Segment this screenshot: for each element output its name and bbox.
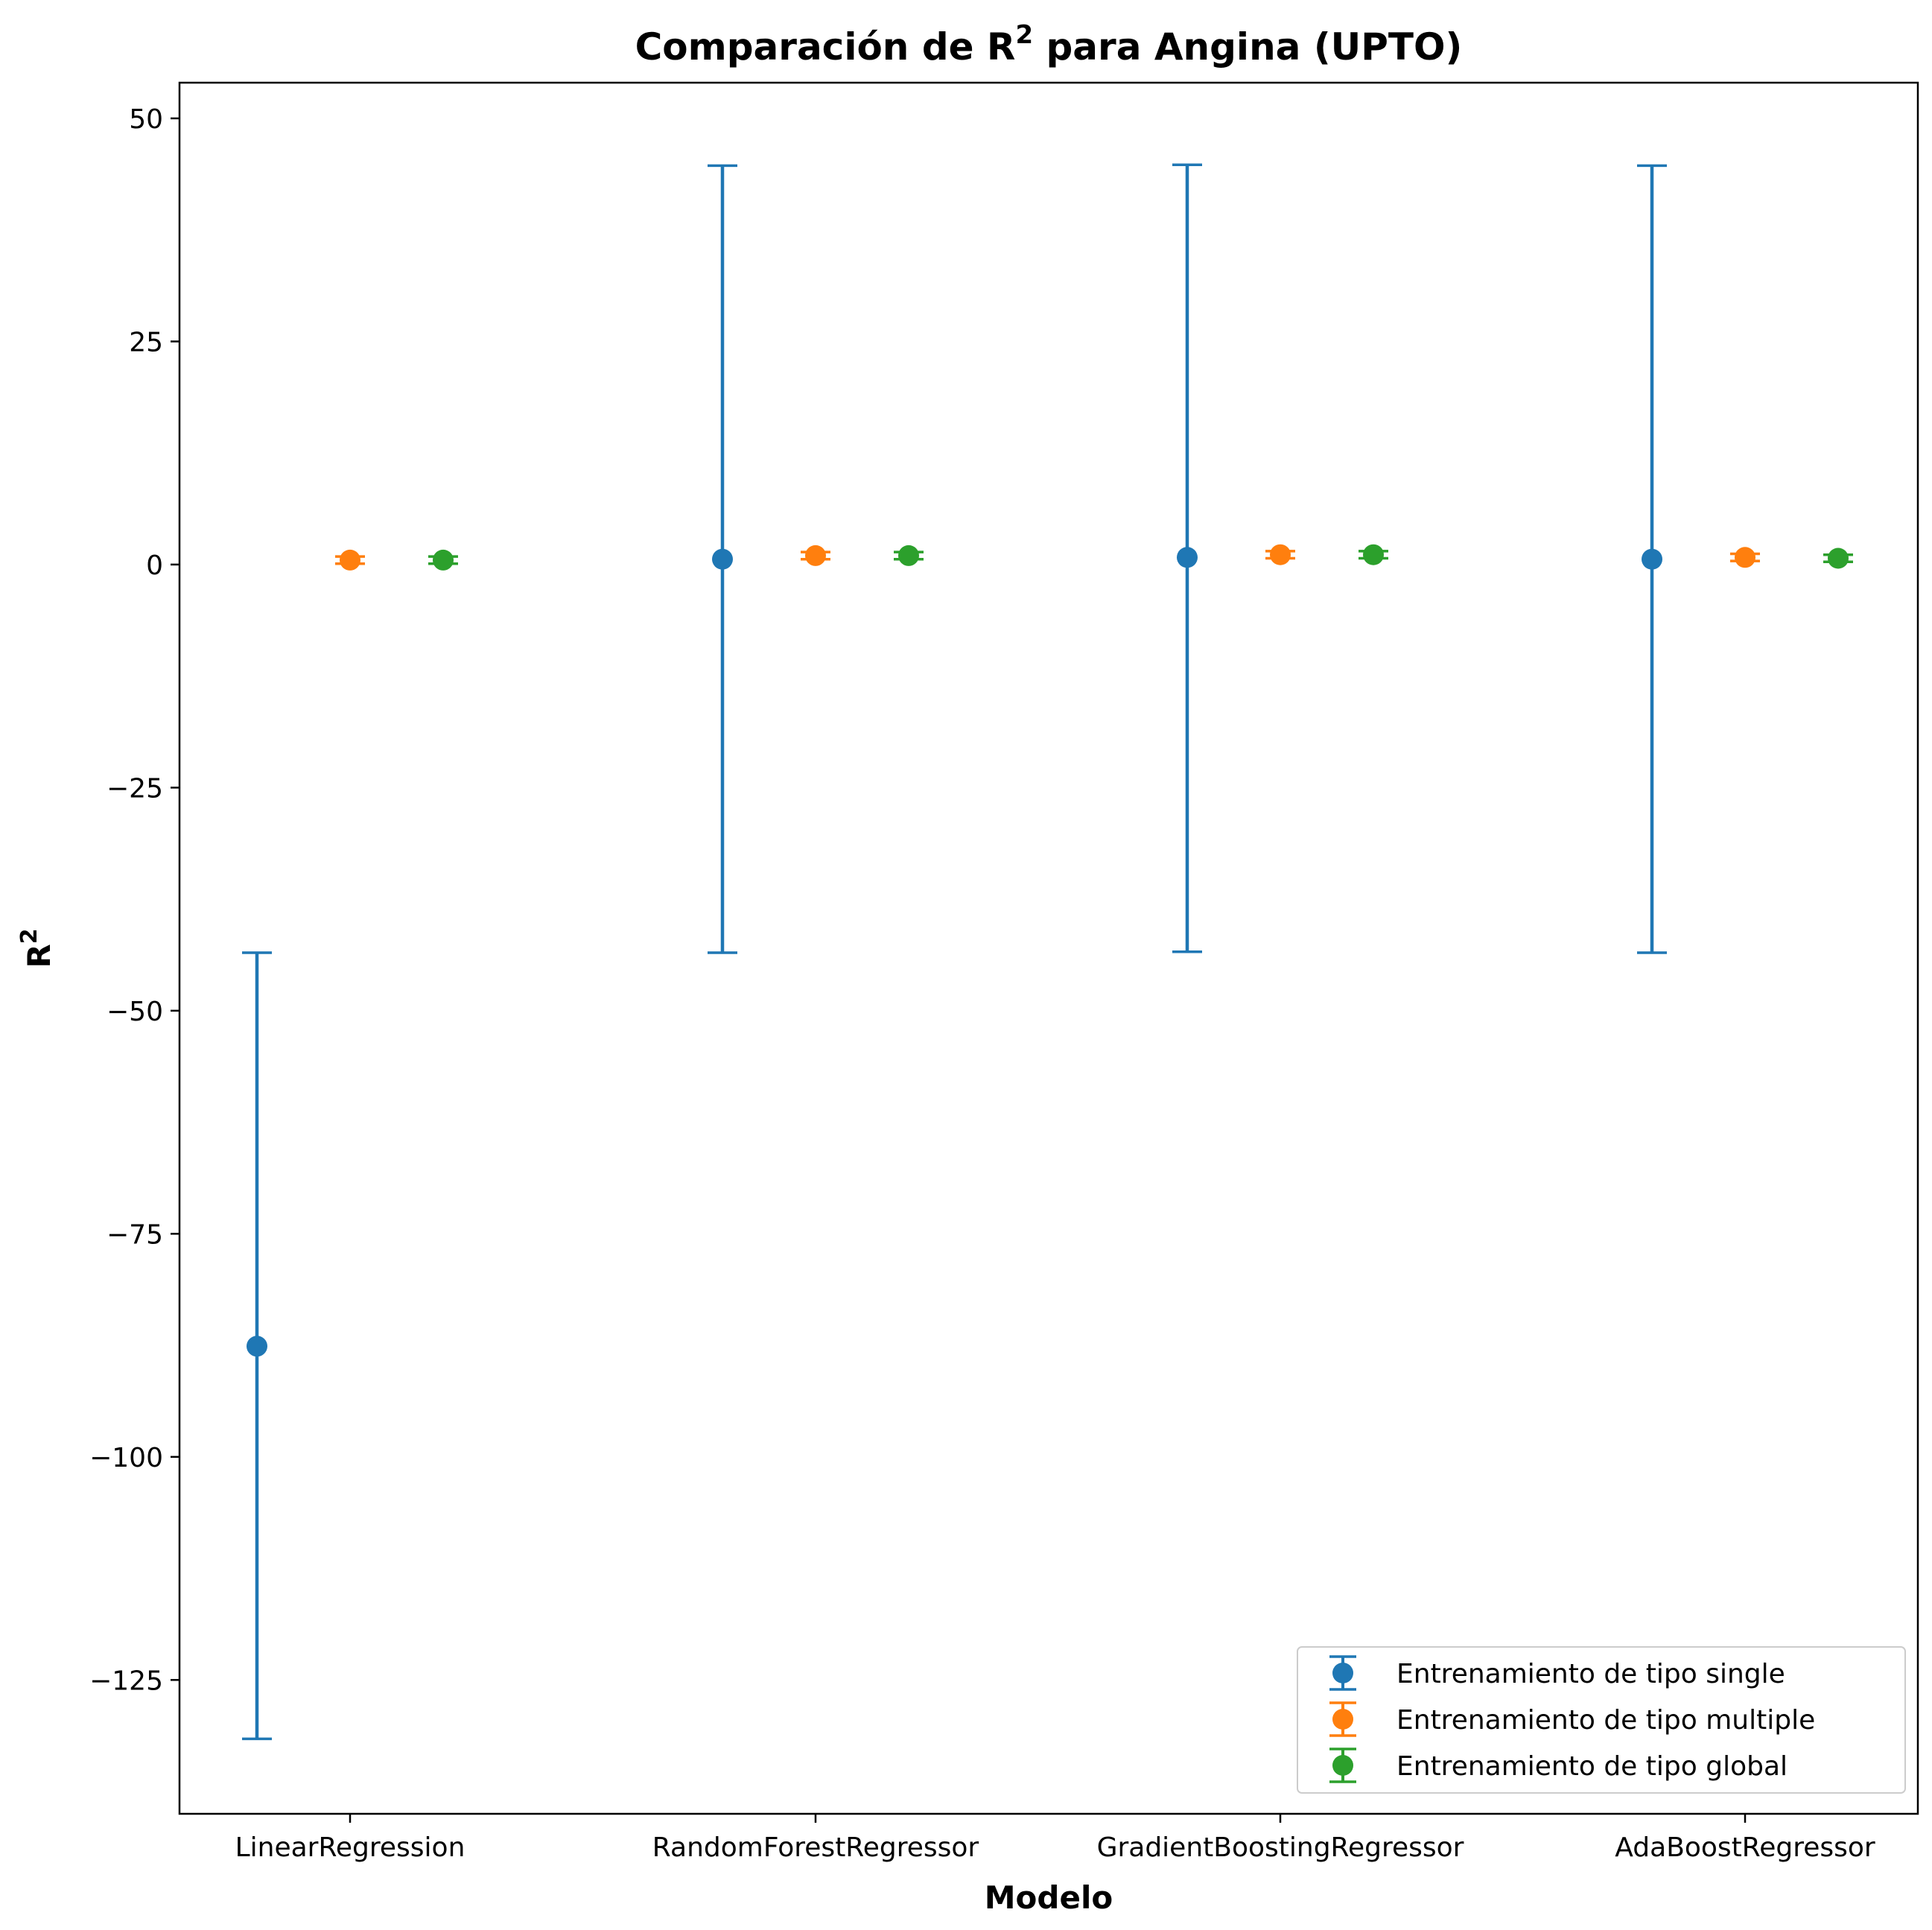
chart-title-text: Comparación de R [635, 25, 1016, 69]
x-tick-label: GradientBoostingRegressor [1097, 1832, 1464, 1863]
legend-marker [1332, 1709, 1353, 1730]
data-point [712, 548, 733, 570]
y-tick-label: −100 [89, 1443, 163, 1473]
series-group [335, 544, 1760, 571]
data-point [1270, 544, 1291, 565]
y-tick-label: −75 [107, 1219, 163, 1250]
data-point [1177, 547, 1198, 568]
legend-marker [1332, 1755, 1353, 1776]
y-tick-label: −125 [89, 1666, 163, 1696]
chart-title-suffix: para Angina (UPTO) [1033, 25, 1462, 69]
x-axis-label: Modelo [985, 1879, 1113, 1916]
plot-area: 50 25 0 −25 −50 −75 −100 −125 LinearRegression Ra… [89, 104, 1875, 1863]
plot-frame [178, 81, 1919, 1815]
x-tick-label: LinearRegression [235, 1832, 465, 1863]
data-point [1642, 548, 1662, 570]
data-point [805, 545, 826, 566]
data-point [247, 1336, 267, 1357]
y-tick-label: 50 [129, 104, 163, 135]
y-tick-label: 0 [146, 550, 163, 581]
data-point [1735, 547, 1755, 568]
legend-label: Entrenamiento de tipo global [1396, 1751, 1788, 1782]
legend: Entrenamiento de tipo single Entrenamient… [1297, 1646, 1906, 1794]
x-tick-label: AdaBoostRegressor [1615, 1832, 1875, 1863]
y-tick-label: −25 [107, 773, 163, 804]
data-point [1363, 544, 1384, 565]
legend-label: Entrenamiento de tipo multiple [1396, 1705, 1815, 1736]
data-point [340, 549, 360, 571]
data-point [433, 549, 454, 571]
y-axis-label-superscript: 2 [16, 928, 42, 944]
y-axis-label-text: R [21, 944, 57, 968]
legend-marker [1332, 1663, 1353, 1683]
series-group [242, 163, 1667, 1741]
data-point [898, 545, 919, 566]
y-tick-label: −50 [107, 997, 163, 1027]
legend-box [1297, 1646, 1906, 1794]
y-axis-label: R2 [16, 928, 57, 968]
chart-title-superscript: 2 [1015, 20, 1033, 50]
y-tick-label: 25 [129, 327, 163, 358]
legend-label: Entrenamiento de tipo single [1396, 1659, 1785, 1689]
x-tick-label: RandomForestRegressor [652, 1832, 979, 1863]
series-group [428, 544, 1853, 571]
data-point [1828, 547, 1849, 569]
chart-title: Comparación de R2 para Angina (UPTO) [635, 20, 1463, 69]
